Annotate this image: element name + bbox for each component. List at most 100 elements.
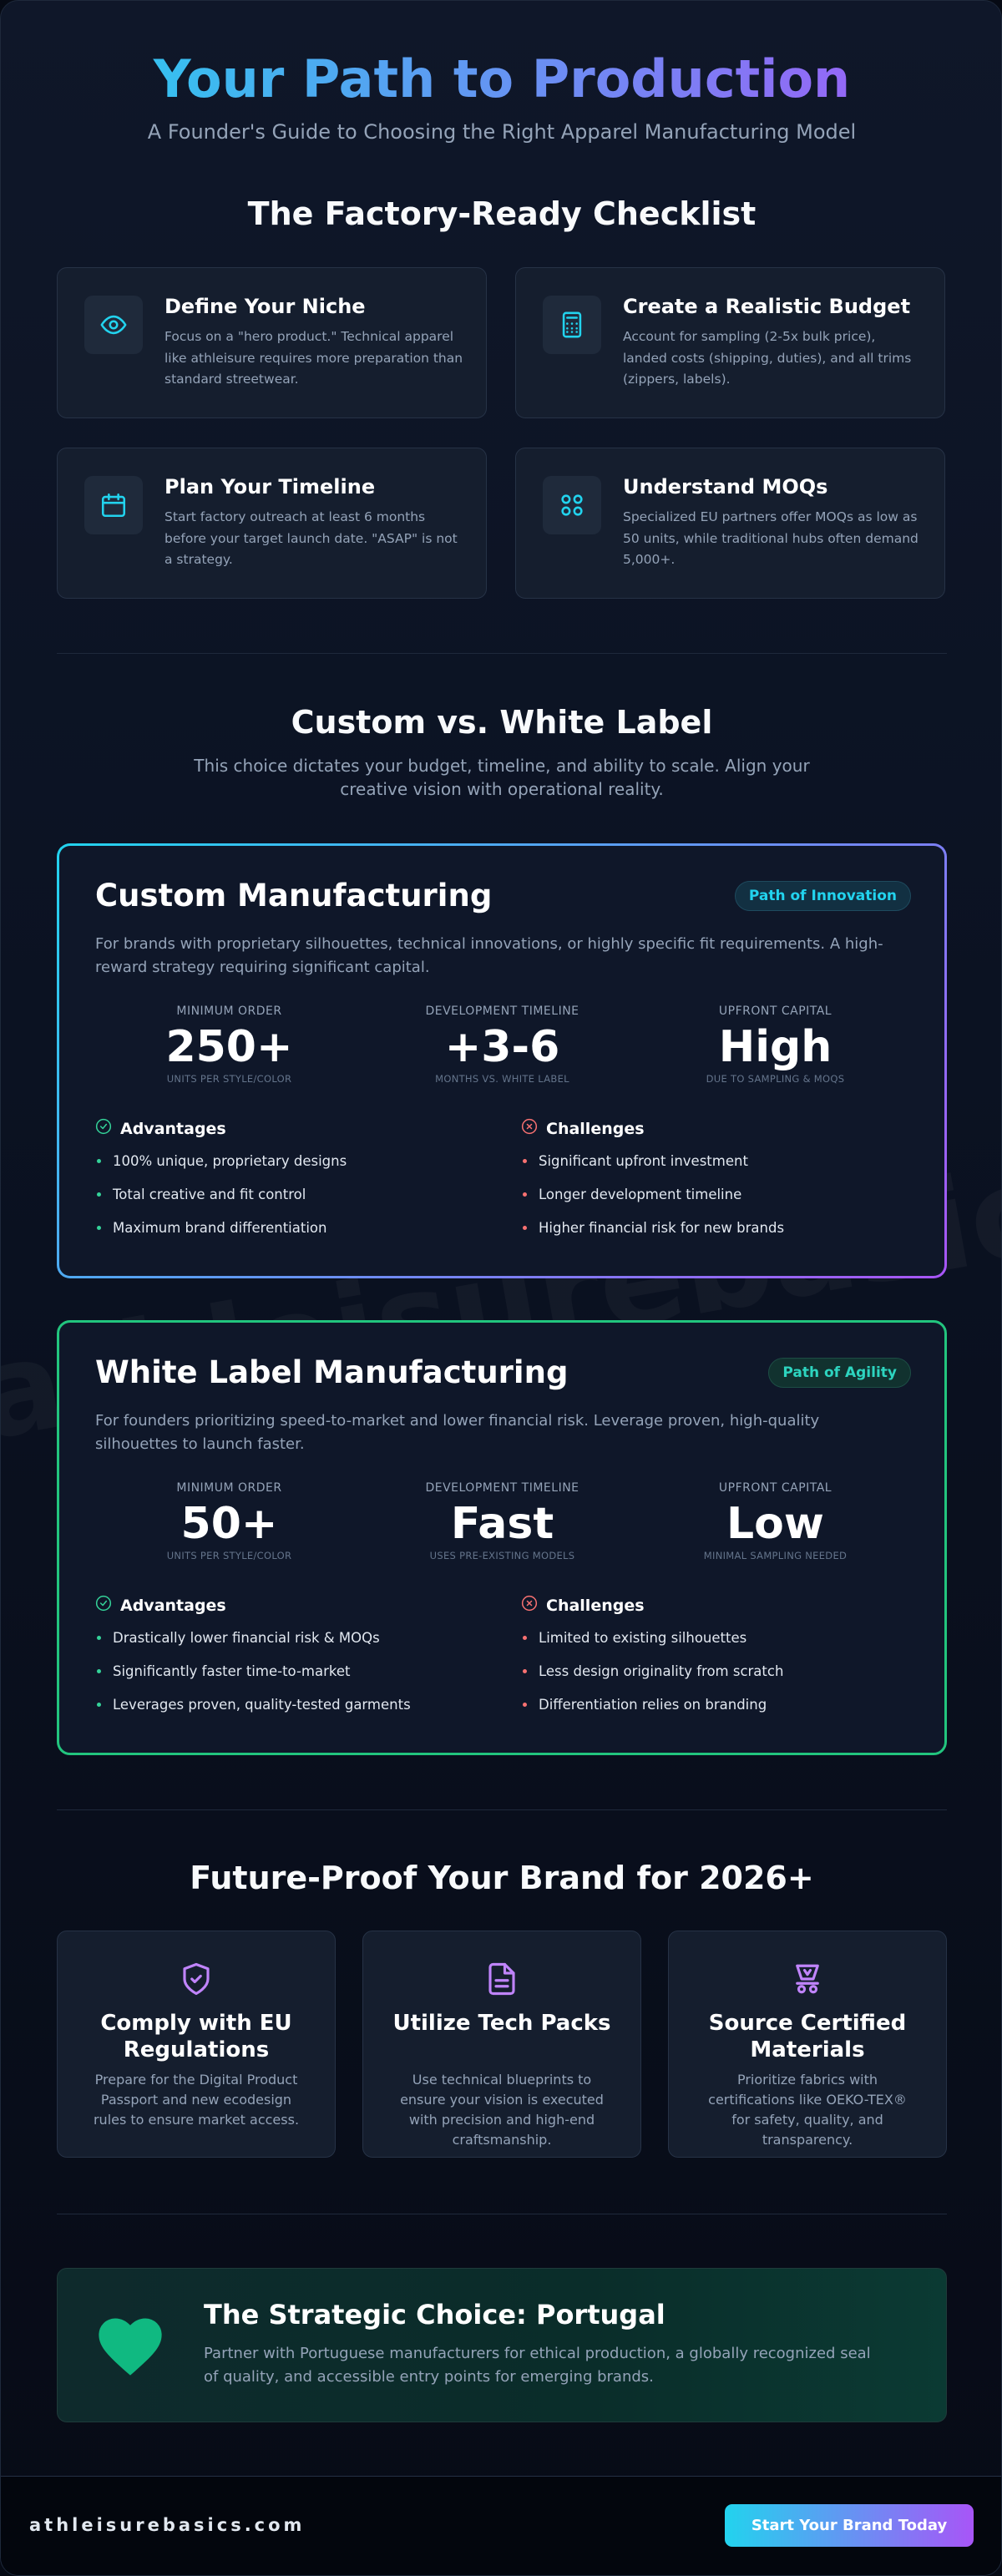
item-text: Maximum brand differentiation	[113, 1220, 327, 1236]
section-title: Future-Proof Your Brand for 2026+	[190, 1860, 814, 1896]
challenges-heading: Challenges	[521, 1595, 645, 1616]
advantages-item: Significantly faster time-to-market	[97, 1663, 350, 1679]
stat-sub: MONTHS VS. WHITE LABEL	[435, 1073, 569, 1085]
advantages-heading: Advantages	[95, 1595, 226, 1616]
checklist-card: Plan Your Timeline Start factory outreach…	[57, 448, 487, 599]
icon-graphic	[488, 1962, 515, 1996]
stat-label: DEVELOPMENT TIMELINE	[425, 1005, 579, 1018]
heading-text: Advantages	[120, 1596, 226, 1615]
stat-sub: MINIMAL SAMPLING NEEDED	[703, 1550, 848, 1561]
heading-text: Advantages	[120, 1119, 226, 1138]
icon-graphic	[183, 1962, 210, 1996]
stat: UPFRONT CAPITAL High DUE TO SAMPLING & MOQ…	[639, 1005, 912, 1085]
advantages-item: Maximum brand differentiation	[97, 1220, 326, 1236]
card-title: Understand MOQs	[623, 475, 828, 498]
icon	[543, 296, 601, 354]
item-text: 100% unique, proprietary designs	[113, 1153, 347, 1169]
item-text: Total creative and fit control	[113, 1187, 306, 1202]
bullet	[523, 1703, 527, 1707]
icon-shape	[808, 1985, 818, 1994]
icon-graphic	[521, 1595, 538, 1612]
card-title: Source Certified Materials	[708, 2011, 907, 2062]
section-description: This choice dictates your budget, timeli…	[194, 756, 810, 799]
stat: DEVELOPMENT TIMELINE +3-6 MONTHS VS. WHITE…	[366, 1005, 639, 1085]
challenges-item: Higher financial risk for new brands	[523, 1220, 784, 1236]
icon	[95, 1595, 112, 1616]
icon	[95, 1118, 112, 1139]
icon-shape	[566, 316, 578, 333]
cta-title: The Strategic Choice: Portugal	[204, 2299, 665, 2331]
bullet	[523, 1192, 527, 1197]
challenges-item: Less design originality from scratch	[523, 1663, 783, 1679]
icon-shape	[561, 506, 571, 516]
item-text: Significant upfront investment	[539, 1153, 748, 1169]
icon	[521, 1118, 538, 1139]
stat-value: 50+	[180, 1499, 278, 1549]
comparison-card: Custom Manufacturing Path of Innovation Fo…	[57, 843, 947, 1278]
future-card: Source Certified Materials Prioritize fab…	[668, 1931, 947, 2158]
bullet	[523, 1636, 527, 1640]
checklist-card: Define Your Niche Focus on a "hero produc…	[57, 267, 487, 418]
cta-button[interactable]: Start Your Brand Today	[725, 2504, 974, 2547]
badge: Path of Agility	[768, 1358, 911, 1388]
stat-value: +3-6	[444, 1022, 560, 1072]
bullet	[523, 1226, 527, 1230]
challenges-item: Differentiation relies on branding	[523, 1697, 767, 1713]
icon-shape	[562, 311, 582, 338]
icon-graphic	[100, 315, 127, 335]
card-text: Prepare for the Digital Product Passport…	[93, 2072, 300, 2128]
stat-value: Low	[726, 1499, 824, 1549]
card-title: Define Your Niche	[164, 295, 366, 318]
card-title: Create a Realistic Budget	[623, 295, 911, 318]
icon	[84, 476, 143, 534]
challenges-item: Longer development timeline	[523, 1187, 741, 1202]
icon-shape	[183, 1962, 210, 1996]
card-title: White Label Manufacturing	[95, 1354, 569, 1390]
stat-value: Fast	[450, 1499, 554, 1549]
card-title: Utilize Tech Packs	[392, 2011, 611, 2036]
stat: UPFRONT CAPITAL Low MINIMAL SAMPLING NEEDE…	[639, 1481, 912, 1561]
bullet	[97, 1226, 101, 1230]
stat-label: UPFRONT CAPITAL	[718, 1005, 832, 1018]
icon-graphic	[95, 1118, 112, 1135]
card-title: Plan Your Timeline	[164, 475, 376, 498]
stat-label: DEVELOPMENT TIMELINE	[425, 1481, 579, 1495]
icon-graphic	[99, 2318, 162, 2376]
icon-graphic	[95, 1595, 112, 1612]
badge: Path of Innovation	[734, 881, 911, 911]
item-text: Limited to existing silhouettes	[539, 1630, 747, 1646]
icon-shape	[797, 1985, 807, 1994]
bullet	[523, 1159, 527, 1163]
icon-shape	[109, 320, 119, 330]
section-title: Custom vs. White Label	[291, 704, 713, 741]
stat-label: MINIMUM ORDER	[176, 1481, 282, 1495]
card-description: For brands with proprietary silhouettes,…	[95, 935, 883, 976]
section-title: The Factory-Ready Checklist	[247, 195, 757, 232]
icon	[84, 296, 143, 354]
icon-graphic	[561, 494, 583, 516]
icon-shape	[99, 2318, 162, 2376]
card-description: For founders prioritizing speed-to-marke…	[95, 1412, 820, 1453]
card-title: Custom Manufacturing	[95, 878, 493, 913]
card-text: Start factory outreach at least 6 months…	[164, 509, 458, 567]
icon-shape	[573, 506, 583, 516]
page-subtitle: A Founder's Guide to Choosing the Right …	[147, 120, 857, 144]
icon	[543, 476, 601, 534]
bullet	[97, 1159, 101, 1163]
bullet	[97, 1636, 101, 1640]
icon	[521, 1595, 538, 1616]
icon-shape	[561, 494, 571, 504]
card-text: Use technical blueprints to ensure your …	[400, 2072, 604, 2148]
icon-shape	[190, 1974, 202, 1984]
future-card: Utilize Tech Packs Use technical blueprin…	[362, 1931, 641, 2158]
stat: MINIMUM ORDER 50+ UNITS PER STYLE/COLOR	[93, 1481, 366, 1561]
item-text: Longer development timeline	[539, 1187, 742, 1202]
item-text: Differentiation relies on branding	[539, 1697, 767, 1713]
icon-shape	[95, 1118, 112, 1135]
comparison-card: White Label Manufacturing Path of Agility…	[57, 1320, 947, 1755]
page-title: Your Path to Production	[1, 48, 1001, 111]
icon	[669, 1961, 946, 2000]
heading-text: Challenges	[546, 1596, 645, 1615]
